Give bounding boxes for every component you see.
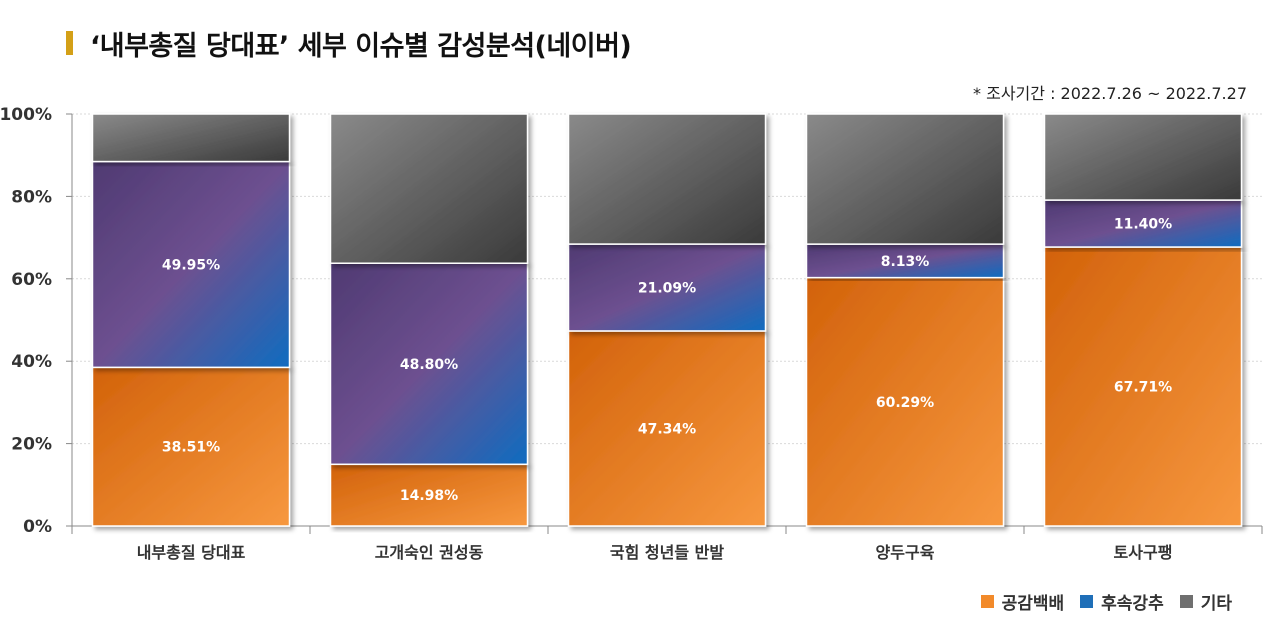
bar-segment	[567, 243, 767, 332]
data-label: 11.40%	[1114, 217, 1172, 233]
title-accent-bar	[66, 31, 73, 55]
bar-segment	[1043, 246, 1243, 527]
legend-swatch-series-0	[980, 595, 994, 608]
x-tick-label: 국힘 청년들 반발	[610, 543, 724, 562]
bar-segment	[1043, 199, 1243, 248]
data-label: 8.13%	[881, 254, 930, 270]
data-label: 67.71%	[1114, 380, 1172, 396]
bar-segment	[329, 113, 529, 264]
bar-segment	[805, 243, 1005, 279]
legend-item-series-2: 기타	[1179, 589, 1232, 614]
x-tick-label: 고개숙인 권성동	[375, 543, 484, 562]
bar-segment	[567, 330, 767, 527]
legend-label-series-1: 후속강추	[1101, 594, 1164, 614]
data-label: 38.51%	[162, 440, 220, 456]
legend-item-series-1: 후속강추	[1080, 589, 1164, 614]
bar-segment	[329, 463, 529, 527]
legend-label-series-2: 기타	[1200, 594, 1232, 614]
data-label: 21.09%	[638, 281, 696, 297]
bar-segment	[805, 276, 1005, 527]
x-tick-label: 내부총질 당대표	[137, 543, 246, 562]
chart-title: ‘내부총질 당대표’ 세부 이슈별 감성분석(네이버)	[90, 31, 632, 62]
legend-swatch-series-2	[1179, 595, 1193, 608]
y-tick-label: 0%	[23, 517, 52, 537]
y-tick-label: 60%	[11, 270, 52, 290]
data-label: 49.95%	[162, 257, 220, 273]
bar-segment	[567, 113, 767, 245]
legend-swatch-series-1	[1080, 595, 1094, 608]
data-label: 14.98%	[400, 488, 458, 504]
survey-period: * 조사기간 : 2022.7.26 ~ 2022.7.27	[973, 84, 1247, 103]
y-tick-label: 40%	[11, 352, 52, 372]
x-tick-label: 양두구육	[876, 543, 935, 562]
y-tick-label: 20%	[11, 435, 52, 455]
data-label: 60.29%	[876, 395, 934, 411]
chart-legend: 공감백배 후속강추 기타	[980, 589, 1232, 614]
x-tick-label: 토사구팽	[1114, 543, 1173, 562]
bar-segment	[1043, 113, 1243, 201]
data-label: 47.34%	[638, 421, 696, 437]
bar-segment	[329, 262, 529, 466]
bar-segment	[91, 160, 291, 369]
y-tick-label: 100%	[0, 105, 52, 125]
legend-label-series-0: 공감백배	[1001, 594, 1065, 614]
y-tick-label: 80%	[11, 187, 52, 207]
legend-item-series-0: 공감백배	[980, 589, 1065, 614]
data-label: 48.80%	[400, 357, 458, 373]
bar-segment	[805, 113, 1005, 245]
bar-segment	[91, 113, 291, 163]
